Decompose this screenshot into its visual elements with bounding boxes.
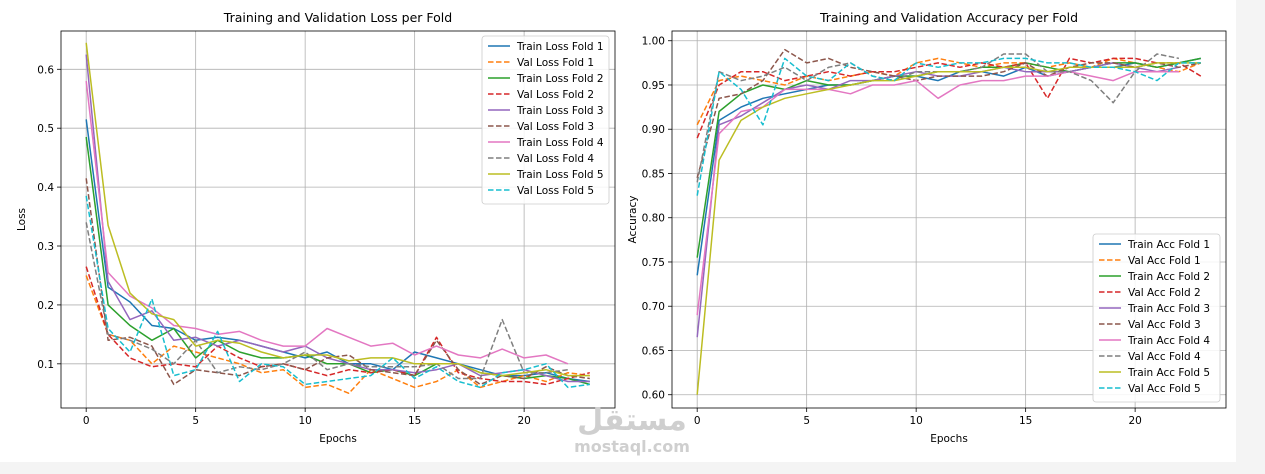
loss-x-tick-label: 5 [192,415,199,427]
accuracy-y-tick-label: 0.60 [642,390,665,402]
accuracy-x-tick-label: 20 [1128,415,1141,427]
accuracy-y-tick-label: 0.85 [642,168,665,180]
accuracy-x-axis-label: Epochs [930,433,968,445]
loss-y-tick-label: 0.1 [37,359,54,371]
accuracy-chart-title: Training and Validation Accuracy per Fol… [819,10,1078,25]
loss-x-tick-label: 10 [298,415,311,427]
accuracy-plot-frame [671,30,1227,409]
accuracy-x-tick-label: 10 [909,415,922,427]
accuracy-legend-label: Train Acc Fold 4 [1127,335,1210,347]
loss-x-tick-label: 0 [83,415,90,427]
loss-legend-label: Val Loss Fold 4 [517,153,594,165]
accuracy-series-line-6 [696,48,1201,179]
accuracy-y-tick-label: 0.95 [642,80,665,92]
accuracy-ticks: 0 5 10 15 20 0.60 0.65 0.70 0.75 0.80 0.85 0.90 0.95… [642,36,1142,427]
accuracy-y-tick-label: 0.70 [642,301,665,313]
loss-y-tick-label: 0.4 [37,182,54,194]
watermark-url: mostaql.com [574,437,690,456]
accuracy-y-tick-label: 0.80 [642,213,665,225]
loss-ticks: 0 5 10 15 20 0.1 0.2 0.3 0.4 0.5 0.6 [37,64,531,427]
loss-legend-label: Train Loss Fold 5 [516,169,604,181]
watermark-logo-text: مستقل [577,403,687,438]
loss-legend-label: Train Loss Fold 1 [516,41,604,53]
accuracy-series-line-7 [696,70,1179,316]
accuracy-series-line-10 [696,57,1201,196]
loss-legend-box [481,35,610,205]
loss-x-tick-label: 20 [517,415,530,427]
loss-series-line-10 [85,195,590,389]
accuracy-y-tick-label: 0.65 [642,345,665,357]
loss-legend-label: Train Loss Fold 3 [516,105,604,117]
loss-y-axis-label: Loss [16,208,28,231]
accuracy-series-line-3 [696,57,1201,258]
loss-y-tick-label: 0.5 [37,123,54,135]
accuracy-x-tick-label: 15 [1019,415,1032,427]
loss-legend-label: Val Loss Fold 5 [517,185,594,197]
accuracy-chart: 0 5 10 15 20 0.60 0.65 0.70 0.75 0.80 0.85 0.90 0.95… [627,10,1227,445]
loss-plot-frame [60,30,616,409]
accuracy-legend-label: Val Acc Fold 2 [1128,287,1201,299]
loss-legend-label: Val Loss Fold 1 [517,57,594,69]
loss-x-axis-label: Epochs [319,433,357,445]
loss-series-line-8 [85,222,569,380]
accuracy-y-tick-label: 0.75 [642,257,665,269]
loss-series-line-4 [85,266,590,386]
accuracy-legend-label: Train Acc Fold 2 [1127,271,1210,283]
loss-legend-label: Train Loss Fold 4 [516,137,604,149]
loss-y-tick-label: 0.2 [37,300,54,312]
loss-y-tick-label: 0.6 [37,64,54,76]
accuracy-legend-label: Val Acc Fold 4 [1128,351,1201,363]
loss-legend-label: Val Loss Fold 3 [517,121,594,133]
accuracy-legend-label: Val Acc Fold 5 [1128,383,1201,395]
accuracy-series-line-9 [696,62,1201,395]
charts-svg: 0 5 10 15 20 0.1 0.2 0.3 0.4 0.5 0.6 Training and … [16,10,1227,445]
accuracy-legend-label: Val Acc Fold 1 [1128,255,1201,267]
watermark: مستقل mostaql.com [572,404,692,456]
accuracy-legend-label: Train Acc Fold 5 [1127,367,1210,379]
accuracy-y-tick-label: 1.00 [642,36,665,48]
accuracy-y-tick-label: 0.90 [642,124,665,136]
accuracy-series-line-8 [696,53,1180,183]
accuracy-series-line-4 [696,57,1202,139]
accuracy-legend-box [1092,233,1221,403]
loss-legend-label: Val Loss Fold 2 [517,89,594,101]
loss-legend: Train Loss Fold 1 Val Loss Fold 1 Train Lo… [481,35,610,205]
loss-x-tick-label: 15 [408,415,421,427]
loss-legend-label: Train Loss Fold 2 [516,73,604,85]
accuracy-series-lines [696,48,1202,395]
figure-canvas: 0 5 10 15 20 0.1 0.2 0.3 0.4 0.5 0.6 Training and … [0,0,1236,462]
accuracy-x-tick-label: 5 [803,415,810,427]
loss-series-line-2 [85,275,590,395]
loss-chart-title: Training and Validation Loss per Fold [223,10,452,25]
accuracy-legend: Train Acc Fold 1 Val Acc Fold 1 Train Acc … [1092,233,1221,403]
accuracy-legend-label: Val Acc Fold 3 [1128,319,1201,331]
loss-series-line-6 [85,178,590,386]
loss-series-lines [85,42,590,395]
accuracy-y-axis-label: Accuracy [627,196,639,244]
loss-y-tick-label: 0.3 [37,241,54,253]
loss-series-line-9 [85,42,590,377]
loss-chart: 0 5 10 15 20 0.1 0.2 0.3 0.4 0.5 0.6 Training and … [16,10,616,445]
accuracy-legend-label: Train Acc Fold 1 [1127,239,1210,251]
accuracy-x-tick-label: 0 [694,415,701,427]
loss-series-line-7 [85,81,569,365]
accuracy-legend-label: Train Acc Fold 3 [1127,303,1210,315]
